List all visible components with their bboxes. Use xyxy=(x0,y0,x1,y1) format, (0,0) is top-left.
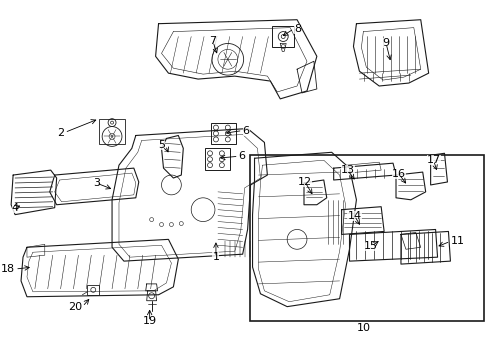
Text: 19: 19 xyxy=(143,316,157,327)
Text: 17: 17 xyxy=(426,155,441,165)
Text: 3: 3 xyxy=(93,178,100,188)
Text: 2: 2 xyxy=(57,127,65,138)
Text: 20: 20 xyxy=(68,302,82,312)
Text: 14: 14 xyxy=(347,211,362,221)
Text: 11: 11 xyxy=(450,237,465,246)
Text: 6: 6 xyxy=(243,126,249,135)
Bar xyxy=(211,123,236,144)
Bar xyxy=(99,119,125,144)
Text: 15: 15 xyxy=(364,241,378,251)
Text: 1: 1 xyxy=(213,252,220,262)
Text: 4: 4 xyxy=(12,203,19,213)
Text: 6: 6 xyxy=(239,151,245,161)
Text: 5: 5 xyxy=(158,140,166,150)
Bar xyxy=(87,285,99,295)
Text: 8: 8 xyxy=(294,24,301,33)
Text: 13: 13 xyxy=(341,165,355,175)
Text: 9: 9 xyxy=(383,39,390,49)
Text: 10: 10 xyxy=(356,323,370,333)
Text: 7: 7 xyxy=(209,36,217,46)
Bar xyxy=(272,26,294,48)
Bar xyxy=(249,155,484,321)
Text: 12: 12 xyxy=(298,177,312,187)
Text: 18: 18 xyxy=(1,264,15,274)
Bar xyxy=(205,148,230,170)
Text: 16: 16 xyxy=(392,169,406,179)
